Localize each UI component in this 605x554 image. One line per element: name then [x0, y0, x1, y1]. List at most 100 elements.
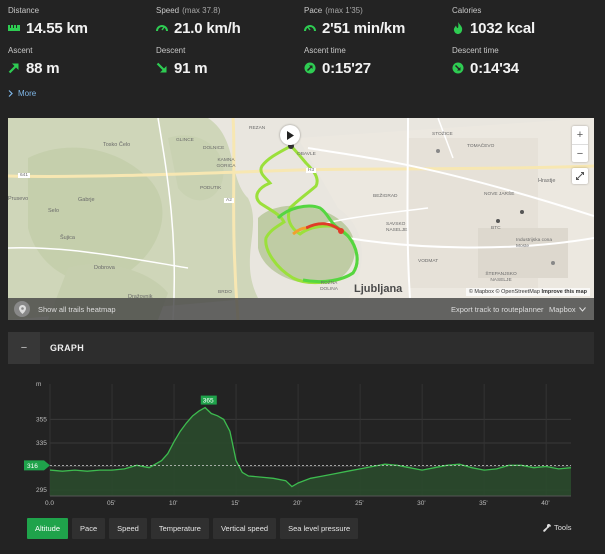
chevron-right-icon: [8, 90, 13, 97]
stat-value: 0:14'34: [470, 59, 519, 77]
stat-ascent: Ascent 88 m: [8, 46, 156, 77]
x-tick-label: 25': [355, 500, 363, 507]
map-label: NOVE JARŠE: [484, 192, 515, 197]
stat-ascent-time: Ascent time 0:15'27: [304, 46, 452, 77]
map-label: OBAVLE: [297, 152, 316, 157]
elevation-chart-svg: 295315335355m0.005'10'15'20'25'30'35'40'…: [24, 381, 572, 507]
map-label: SAVSKO NASELJE: [386, 222, 408, 233]
map-label: Industrijska cona Moste: [516, 238, 552, 249]
descent-clock-icon: [452, 62, 464, 74]
graph-panel-header: − GRAPH: [8, 332, 594, 364]
expand-icon: [576, 172, 584, 180]
play-route-button[interactable]: [280, 125, 300, 145]
map-label: Dobrova: [94, 265, 115, 271]
stat-pace: Pace (max 1'35) 2'51 min/km: [304, 6, 452, 37]
osm-attribution[interactable]: © OpenStreetMap: [495, 289, 540, 295]
map-label: REZAN: [249, 126, 266, 131]
stat-distance: Distance 14.55 km: [8, 6, 156, 37]
map-label: ROŽNA DOLINA: [320, 281, 338, 292]
stat-label: Descent time: [452, 46, 499, 55]
map-label: Hrastje: [538, 178, 556, 184]
x-tick-label: 30': [417, 500, 425, 507]
zoom-in-button[interactable]: +: [576, 129, 584, 141]
stat-value: 1032 kcal: [470, 19, 535, 37]
heatmap-toggle[interactable]: [14, 301, 30, 317]
stats-panel: Distance 14.55 km Speed (max 37.8) 21.0 k…: [0, 0, 605, 110]
tab-temperature[interactable]: Temperature: [150, 518, 209, 539]
chevron-down-icon: [578, 306, 586, 312]
mapbox-attribution[interactable]: © Mapbox: [468, 289, 494, 295]
elevation-chart[interactable]: 295315335355m0.005'10'15'20'25'30'35'40'…: [8, 376, 594, 512]
stat-label: Ascent: [8, 46, 33, 55]
route-map[interactable]: Tosko Čelo GLINCE DOLNICE KAMNA GORICA P…: [8, 118, 594, 320]
tab-altitude[interactable]: Altitude: [27, 518, 69, 539]
max-label: 365: [203, 398, 214, 405]
map-label: DOLNICE: [203, 146, 225, 151]
road-shield: H3: [306, 168, 317, 173]
map-label: KAMNA GORICA: [216, 158, 236, 169]
y-axis-unit: m: [36, 381, 41, 388]
stat-label: Descent: [156, 46, 186, 55]
stat-label: Ascent time: [304, 46, 346, 55]
flame-icon: [453, 22, 463, 34]
stat-value: 88 m: [26, 59, 60, 77]
tab-sea-level-pressure[interactable]: Sea level pressure: [280, 518, 359, 539]
zoom-control: + −: [572, 126, 588, 162]
map-style-select[interactable]: Mapbox: [549, 305, 586, 314]
map-label: Prusevo: [8, 196, 29, 202]
tools-label: Tools: [554, 523, 572, 532]
tab-pace[interactable]: Pace: [72, 518, 106, 539]
export-route-link[interactable]: Export track to routeplanner: [451, 304, 544, 314]
graph-tabs: Altitude Pace Speed Temperature Vertical…: [27, 518, 362, 539]
fullscreen-button[interactable]: [572, 168, 588, 184]
map-label: STOŽICE: [432, 132, 453, 137]
road-shield: 641: [18, 173, 31, 178]
arrow-down-right-icon: [156, 62, 167, 73]
x-tick-label: 15': [231, 500, 239, 507]
y-tick-label: 295: [36, 487, 47, 494]
stat-descent-time: Descent time 0:14'34: [452, 46, 600, 77]
y-tick-label: 355: [36, 416, 47, 423]
map-label: BTC: [491, 226, 501, 231]
map-label: BRDO: [218, 290, 232, 295]
map-city-label: Ljubljana: [354, 283, 403, 295]
elevation-line: [49, 406, 572, 488]
map-label: GLINCE: [176, 138, 194, 143]
map-label: Dražovnik: [128, 294, 153, 300]
map-pin-icon: [18, 304, 26, 314]
play-icon: [287, 130, 294, 140]
y-tick-label: 335: [36, 440, 47, 447]
elevation-area: [50, 407, 571, 496]
tab-speed[interactable]: Speed: [109, 518, 147, 539]
map-label: Šujica: [60, 235, 75, 241]
more-link[interactable]: More: [8, 89, 36, 98]
arrow-up-right-icon: [8, 63, 19, 74]
stat-label: Calories: [452, 6, 482, 15]
stat-calories: Calories 1032 kcal: [452, 6, 600, 37]
tools-button[interactable]: Tools: [543, 523, 572, 532]
stat-descent: Descent 91 m: [156, 46, 304, 77]
speedometer-icon: [156, 25, 168, 32]
x-tick-label: 35': [479, 500, 487, 507]
gauge-icon: [304, 25, 316, 32]
stat-label: Distance: [8, 6, 40, 15]
zoom-out-button[interactable]: −: [572, 144, 588, 162]
tab-vertical-speed[interactable]: Vertical speed: [212, 518, 277, 539]
road-shield: A2: [224, 198, 234, 203]
map-label: Gabrje: [78, 197, 95, 203]
map-label: PODUTIK: [200, 186, 222, 191]
stat-value: 91 m: [174, 59, 208, 77]
map-label: Tosko Čelo: [103, 142, 131, 148]
x-tick-label: 05': [107, 500, 115, 507]
map-toolbar: Show all trails heatmap Export track to …: [8, 298, 594, 320]
reference-label: 316: [27, 463, 38, 470]
map-label: TOMAČEVO: [467, 144, 495, 149]
stat-label: Speed (max 37.8): [156, 6, 221, 15]
stat-value: 14.55 km: [26, 19, 88, 37]
improve-map-link[interactable]: Improve this map: [541, 289, 587, 295]
x-tick-label: 40': [541, 500, 549, 507]
collapse-graph-button[interactable]: −: [8, 332, 40, 364]
heatmap-link[interactable]: Show all trails heatmap: [38, 304, 116, 314]
map-label: ŠTEPANJSKO NASELJE: [485, 272, 517, 283]
map-label: VODMAT: [418, 259, 439, 264]
